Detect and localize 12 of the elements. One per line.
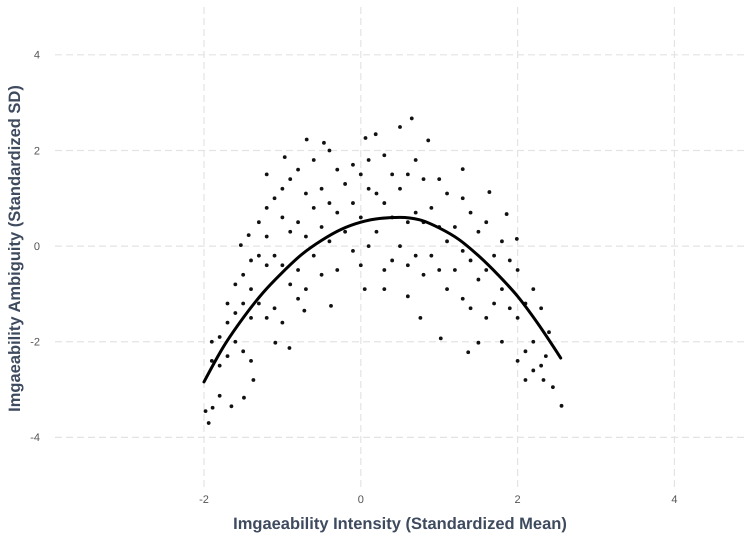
- y-tick-label: 0: [34, 240, 40, 253]
- line-series: [202, 216, 562, 384]
- y-tick-label: 4: [34, 50, 40, 62]
- x-tick-label: 4: [671, 494, 678, 506]
- y-tick-label: -2: [30, 336, 40, 349]
- y-axis-title: Imgaeability Ambiguity (Standardized SD): [6, 85, 24, 412]
- y-tick-label: 2: [34, 145, 40, 158]
- x-tick-label: 2: [514, 494, 521, 506]
- x-tick-label: 0: [358, 494, 364, 506]
- x-tick-label: -2: [199, 494, 209, 506]
- y-tick-label: -4: [30, 432, 40, 444]
- x-axis-title: Imgaeability Intensity (Standardized Mean): [233, 515, 567, 533]
